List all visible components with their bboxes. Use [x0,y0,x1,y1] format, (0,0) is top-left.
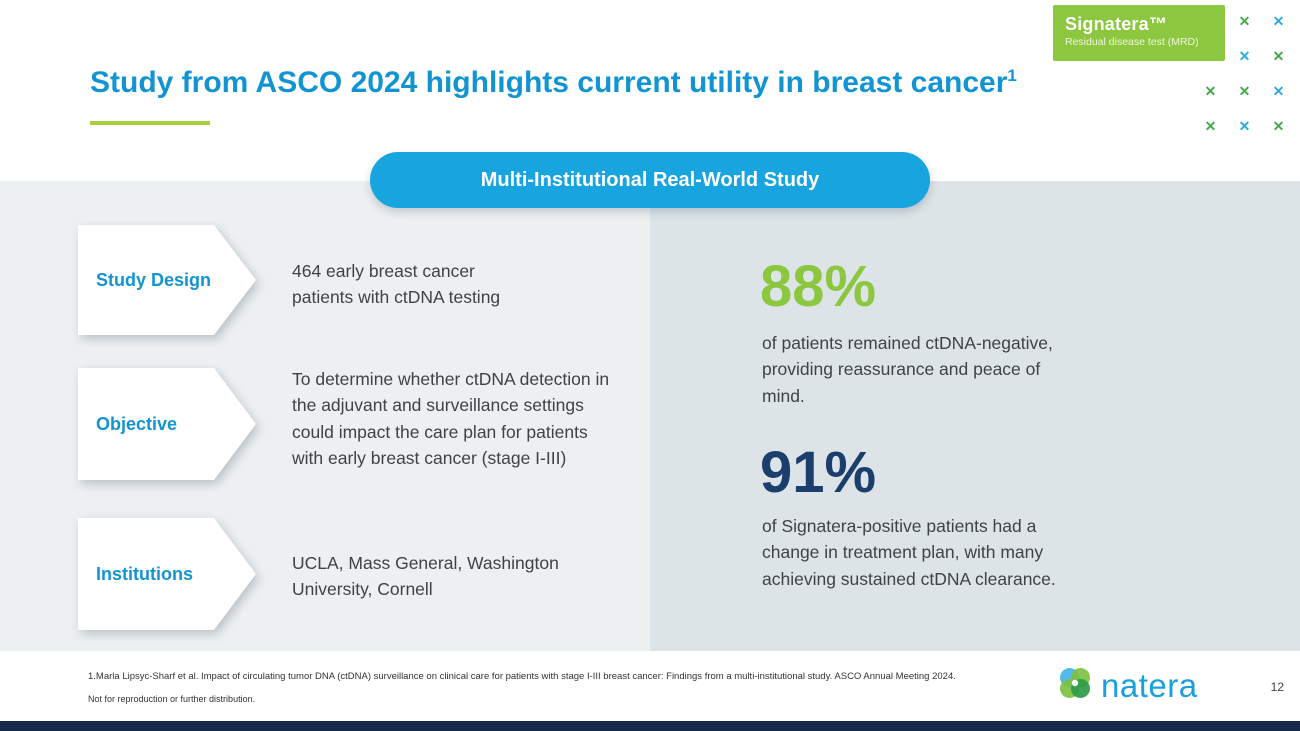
signatera-brand-label: Signatera™ [1065,14,1168,34]
stat-value-91: 91% [760,440,877,505]
page-number: 12 [1270,680,1284,694]
stat-description-88: of patients remained ctDNA-negative, pro… [762,333,1053,406]
x-mark-icon: ✕ [1204,83,1217,99]
objective-label: Objective [78,368,256,480]
natera-clover-icon [1056,664,1094,707]
stat-description-91: of Signatera-positive patients had a cha… [762,516,1056,589]
objective-text: To determine whether ctDNA detection in … [292,369,610,468]
distribution-disclaimer: Not for reproduction or further distribu… [88,694,256,704]
x-mark-row: ✕ ✕ [1237,47,1286,65]
x-mark-icon: ✕ [1238,83,1251,99]
page-title-text: Study from ASCO 2024 highlights current … [90,66,1008,99]
x-pattern: ✕ ✕ ✕ ✕ ✕ ✕ ✕ ✕ ✕ ✕ [1203,12,1286,135]
stat-value-88: 88% [760,254,877,319]
title-underline-accent [90,121,210,125]
x-mark-icon: ✕ [1238,48,1251,64]
x-mark-row: ✕ ✕ [1237,12,1286,30]
x-mark-row: ✕ ✕ ✕ [1203,82,1286,100]
study-banner-label: Multi-Institutional Real-World Study [480,168,820,191]
citation-footnote: 1.Marla Lipsyc-Sharf et al. Impact of ci… [88,671,956,682]
study-banner: Multi-Institutional Real-World Study [370,152,930,208]
institutions-label: Institutions [78,518,256,630]
study-design-label: Study Design [78,225,256,335]
signatera-subtitle: Residual disease test (MRD) [1065,36,1199,48]
signatera-badge: Signatera™ Residual disease test (MRD) [1053,5,1225,61]
x-mark-icon: ✕ [1204,118,1217,134]
objective-arrow-box: Objective [78,368,256,480]
bottom-accent-bar [0,721,1300,731]
institutions-text: UCLA, Mass General, Washington Universit… [292,553,559,600]
x-mark-icon: ✕ [1272,118,1285,134]
natera-logo: natera [1056,664,1198,707]
title-footnote-superscript: 1 [1007,66,1017,85]
x-mark-icon: ✕ [1238,118,1251,134]
x-mark-row: ✕ ✕ ✕ [1203,117,1286,135]
page-title: Study from ASCO 2024 highlights current … [90,66,1017,100]
natera-wordmark: natera [1101,666,1198,704]
x-mark-icon: ✕ [1272,13,1285,29]
x-mark-icon: ✕ [1272,48,1285,64]
study-design-text: 464 early breast cancer patients with ct… [292,261,501,308]
stats-background-panel [650,181,1300,651]
x-mark-icon: ✕ [1238,13,1251,29]
study-design-arrow-box: Study Design [78,225,256,335]
x-mark-icon: ✕ [1272,83,1285,99]
institutions-arrow-box: Institutions [78,518,256,630]
